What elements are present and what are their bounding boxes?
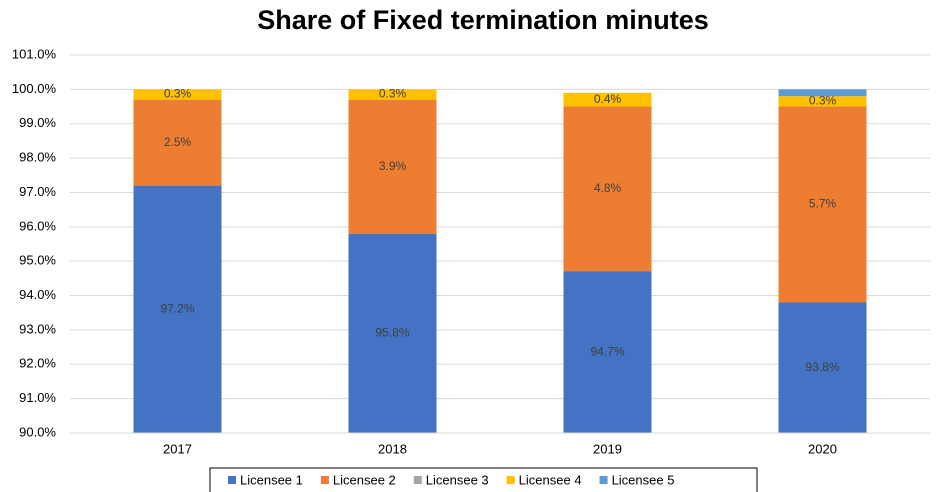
legend-swatch bbox=[506, 476, 515, 484]
bar-segment bbox=[778, 89, 867, 97]
legend-label: Licensee 2 bbox=[333, 472, 396, 487]
data-label: 0.3% bbox=[164, 87, 192, 101]
y-tick-label: 94.0% bbox=[19, 287, 56, 302]
bar-segment bbox=[778, 96, 867, 107]
data-label: 95.8% bbox=[375, 326, 409, 340]
bar-segment bbox=[563, 92, 652, 107]
bar-segment bbox=[133, 89, 222, 100]
legend-swatch bbox=[228, 476, 236, 484]
legend-label: Licensee 1 bbox=[240, 472, 303, 487]
y-tick-label: 97.0% bbox=[19, 184, 56, 199]
chart-title: Share of Fixed termination minutes bbox=[257, 5, 709, 35]
y-tick-label: 93.0% bbox=[19, 321, 56, 336]
y-tick-label: 95.0% bbox=[19, 253, 56, 268]
x-tick-label: 2019 bbox=[593, 441, 622, 456]
data-label: 94.7% bbox=[590, 344, 624, 358]
data-label: 97.2% bbox=[160, 301, 194, 315]
data-label: 4.8% bbox=[594, 181, 622, 195]
bar-segment bbox=[563, 271, 652, 433]
legend-swatch bbox=[413, 476, 422, 484]
data-label: 0.3% bbox=[809, 94, 837, 108]
legend-swatch bbox=[599, 476, 608, 484]
legend-swatch bbox=[320, 476, 329, 484]
y-tick-label: 92.0% bbox=[19, 356, 56, 371]
legend-label: Licensee 4 bbox=[519, 472, 582, 487]
x-tick-label: 2018 bbox=[378, 441, 407, 456]
y-tick-label: 91.0% bbox=[19, 390, 56, 405]
data-label: 93.8% bbox=[805, 360, 839, 374]
legend-label: Licensee 3 bbox=[426, 472, 489, 487]
y-tick-label: 90.0% bbox=[19, 424, 56, 439]
legend-label: Licensee 5 bbox=[612, 472, 675, 487]
bar-segment bbox=[133, 185, 222, 433]
y-tick-label: 99.0% bbox=[19, 115, 56, 130]
y-tick-label: 96.0% bbox=[19, 218, 56, 233]
y-tick-label: 101.0% bbox=[12, 46, 57, 61]
bar-segment bbox=[563, 106, 652, 272]
bar-segment bbox=[133, 99, 222, 186]
data-label: 0.4% bbox=[594, 92, 622, 106]
bar-segment bbox=[778, 302, 867, 433]
bar-segment bbox=[348, 233, 437, 433]
data-label: 0.3% bbox=[379, 87, 407, 101]
data-label: 2.5% bbox=[164, 135, 192, 149]
bar-segment bbox=[348, 89, 437, 100]
legend-box bbox=[209, 467, 758, 492]
x-tick-label: 2017 bbox=[163, 441, 192, 456]
x-tick-label: 2020 bbox=[808, 441, 837, 456]
data-label: 3.9% bbox=[379, 159, 407, 173]
y-tick-label: 98.0% bbox=[19, 150, 56, 165]
bar-segment bbox=[348, 99, 437, 234]
data-label: 5.7% bbox=[809, 197, 837, 211]
bar-segment bbox=[778, 106, 867, 303]
y-tick-label: 100.0% bbox=[12, 81, 57, 96]
